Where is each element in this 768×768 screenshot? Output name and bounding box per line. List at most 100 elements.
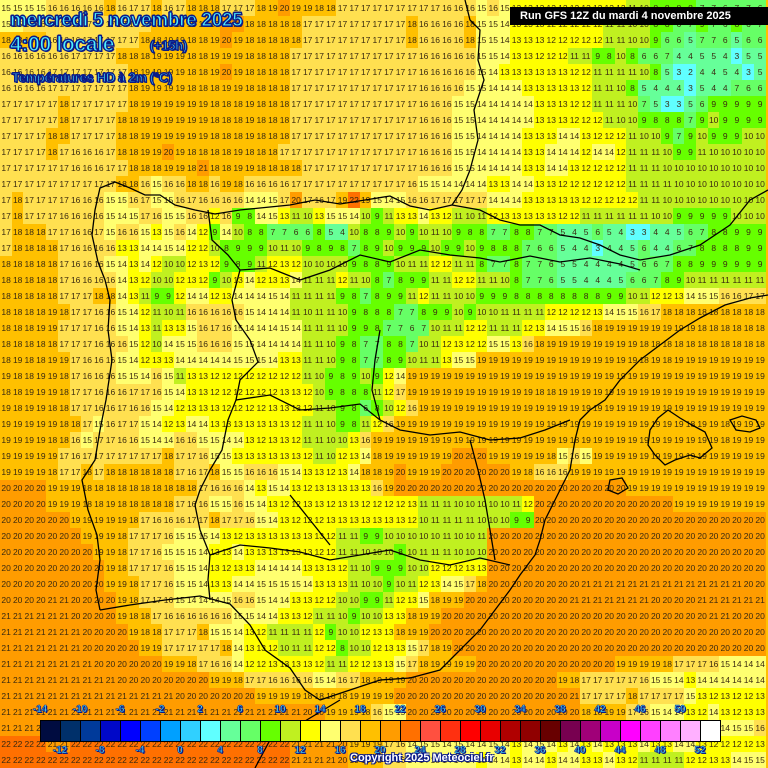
temperature-value: 15 [487, 16, 500, 32]
temperature-value: 21 [92, 688, 105, 704]
temperature-value: 17 [127, 544, 140, 560]
temperature-value: 18 [150, 624, 163, 640]
temperature-value: 17 [452, 192, 465, 208]
temperature-value: 18 [0, 304, 13, 320]
temperature-value: 9 [730, 112, 743, 128]
temperature-value: 12 [174, 272, 187, 288]
temperature-value: 8 [707, 240, 720, 256]
temperature-value: 18 [208, 160, 221, 176]
temperature-value: 17 [69, 384, 82, 400]
temperature-value: 19 [232, 64, 245, 80]
temperature-value: 17 [162, 640, 175, 656]
temperature-value: 20 [0, 560, 13, 576]
temperature-value: 17 [81, 400, 94, 416]
temperature-value: 14 [498, 752, 511, 768]
temperature-value: 13 [371, 624, 384, 640]
temperature-value: 16 [707, 656, 720, 672]
temperature-value: 21 [58, 592, 71, 608]
temperature-value: 9 [406, 272, 419, 288]
temperature-value: 18 [754, 304, 767, 320]
temperature-value: 11 [406, 576, 419, 592]
temperature-value: 22 [81, 752, 94, 768]
temperature-value: 19 [162, 656, 175, 672]
temperature-value: 11 [313, 432, 326, 448]
legend-swatch [581, 721, 601, 741]
temperature-value: 19 [661, 480, 674, 496]
temperature-value: 19 [46, 384, 59, 400]
temperature-value: 19 [34, 400, 47, 416]
temperature-value: 15 [614, 304, 627, 320]
temperature-value: 17 [348, 160, 361, 176]
temperature-value: 18 [11, 336, 24, 352]
legend-tick-label: 4 [217, 745, 223, 757]
temperature-value: 10 [730, 160, 743, 176]
temperature-value: 15 [185, 336, 198, 352]
temperature-value: 10 [696, 176, 709, 192]
temperature-value: 9 [243, 256, 256, 272]
temperature-value: 16 [429, 112, 442, 128]
temperature-value: 8 [348, 336, 361, 352]
temperature-value: 13 [382, 640, 395, 656]
temperature-value: 19 [220, 80, 233, 96]
temperature-value: 13 [533, 128, 546, 144]
temperature-value: 11 [278, 240, 291, 256]
temperature-value: 22 [104, 752, 117, 768]
temperature-value: 17 [127, 528, 140, 544]
temperature-value: 16 [255, 464, 268, 480]
temperature-value: 20 [533, 608, 546, 624]
temperature-value: 17 [58, 256, 71, 272]
temperature-value: 12 [603, 176, 616, 192]
temperature-value: 6 [406, 320, 419, 336]
temperature-value: 22 [127, 752, 140, 768]
temperature-value: 14 [232, 640, 245, 656]
temperature-value: 13 [545, 192, 558, 208]
temperature-value: 6 [742, 32, 755, 48]
temperature-value: 19 [661, 416, 674, 432]
temperature-value: 21 [730, 592, 743, 608]
temperature-value: 19 [498, 368, 511, 384]
temperature-value: 14 [498, 192, 511, 208]
temperature-value: 8 [371, 272, 384, 288]
temperature-value: 10 [626, 112, 639, 128]
temperature-value: 10 [324, 256, 337, 272]
temperature-value: 5 [626, 240, 639, 256]
temperature-value: 16 [406, 176, 419, 192]
temperature-value: 17 [336, 128, 349, 144]
temperature-value: 13 [522, 32, 535, 48]
temperature-value: 5 [556, 256, 569, 272]
temperature-value: 18 [255, 48, 268, 64]
temperature-value: 10 [464, 288, 477, 304]
temperature-value: 13 [278, 416, 291, 432]
temperature-value: 12 [522, 320, 535, 336]
temperature-value: 19 [742, 352, 755, 368]
temperature-value: 19 [730, 432, 743, 448]
temperature-value: 12 [580, 160, 593, 176]
temperature-value: 18 [81, 480, 94, 496]
temperature-value: 9 [719, 208, 732, 224]
temperature-value: 10 [638, 64, 651, 80]
temperature-value: 14 [556, 160, 569, 176]
temperature-value: 17 [406, 128, 419, 144]
temperature-value: 13 [348, 496, 361, 512]
temperature-value: 15 [220, 496, 233, 512]
temperature-value: 14 [255, 304, 268, 320]
temperature-value: 19 [603, 368, 616, 384]
temperature-value: 8 [348, 416, 361, 432]
temperature-value: 13 [672, 288, 685, 304]
temperature-value: 8 [591, 288, 604, 304]
temperature-value: 16 [232, 480, 245, 496]
temperature-value: 10 [661, 208, 674, 224]
temperature-value: 8 [475, 256, 488, 272]
temperature-value: 13 [556, 96, 569, 112]
temperature-value: 19 [232, 80, 245, 96]
temperature-value: 13 [556, 80, 569, 96]
temperature-value: 11 [475, 208, 488, 224]
temperature-value: 12 [324, 464, 337, 480]
temperature-value: 19 [440, 416, 453, 432]
temperature-value: 12 [174, 400, 187, 416]
temperature-value: 16 [197, 336, 210, 352]
temperature-value: 12 [591, 176, 604, 192]
temperature-value: 16 [730, 288, 743, 304]
temperature-value: 6 [649, 256, 662, 272]
temperature-value: 18 [46, 240, 59, 256]
